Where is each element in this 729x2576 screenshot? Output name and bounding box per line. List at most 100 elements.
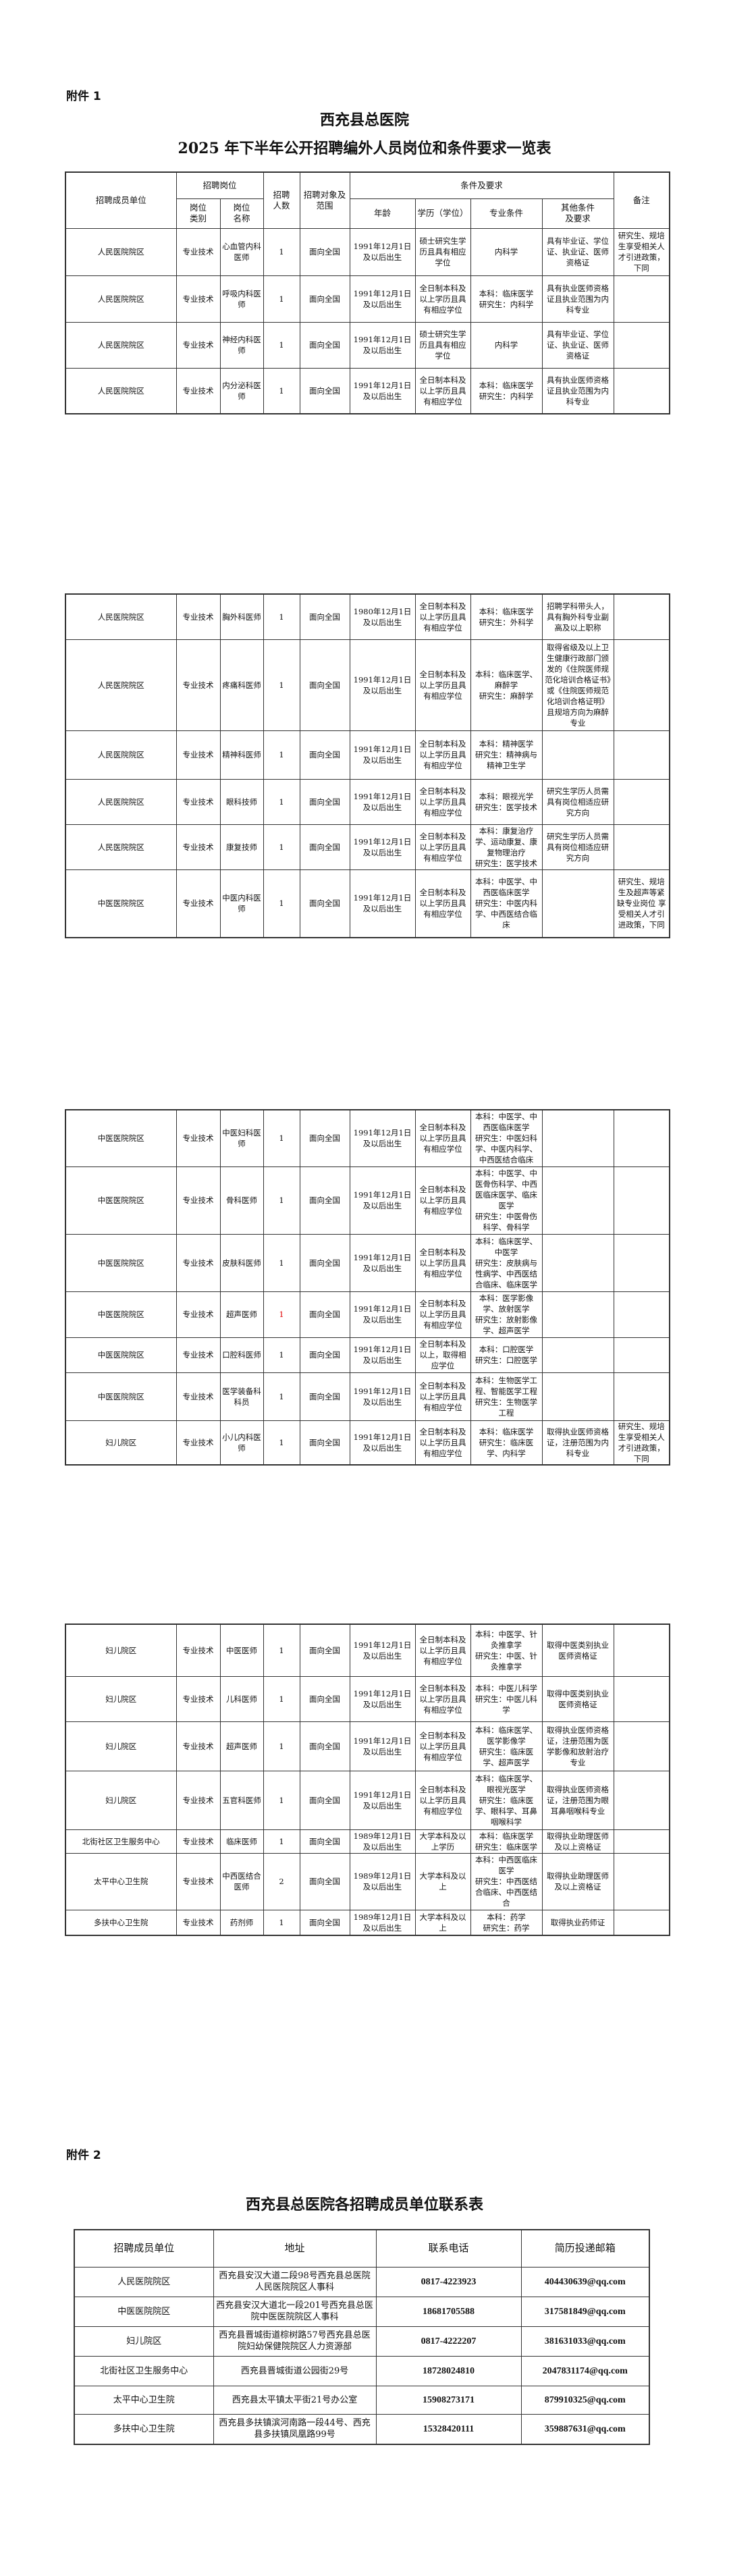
education-cell: 全日制本科及以上学历且具有相应学位	[414, 639, 471, 731]
post-name-cell: 超声医师	[219, 1721, 264, 1771]
scope-cell: 面向全国	[299, 869, 350, 938]
other-requirements-cell: 具有毕业证、学位证、执业证、医师资格证	[541, 321, 614, 369]
major-cell: 本科：医学影像学、放射医学 研究生：放射影像学、超声医学	[470, 1291, 543, 1338]
post-name-cell: 内分泌科医师	[219, 367, 264, 414]
scope-cell: 面向全国	[299, 1291, 350, 1338]
age-cell: 1991年12月1日及以后出生	[349, 275, 416, 323]
age-cell: 1991年12月1日及以后出生	[349, 1721, 416, 1771]
age-cell: 1991年12月1日及以后出生	[349, 824, 416, 870]
age-cell: 1991年12月1日及以后出生	[349, 1109, 416, 1167]
contact-email[interactable]: 879910325@qq.com	[520, 2385, 650, 2415]
major-cell: 内科学	[470, 321, 543, 369]
age-cell: 1991年12月1日及以后出生	[349, 869, 416, 938]
header-education: 学历（学位）	[414, 198, 471, 229]
header-age: 年龄	[349, 198, 416, 229]
other-requirements-cell: 研究生学历人员需具有岗位相适应研究方向	[541, 778, 614, 825]
unit-cell: 妇儿院区	[65, 1770, 177, 1830]
post-type-cell: 专业技术	[176, 1829, 221, 1854]
post-type-cell: 专业技术	[176, 1337, 221, 1373]
scope-cell: 面向全国	[299, 1909, 350, 1936]
note-cell	[613, 1852, 670, 1910]
count-cell: 1	[263, 1624, 300, 1677]
contact-email[interactable]: 359887631@qq.com	[520, 2413, 650, 2445]
age-cell: 1991年12月1日及以后出生	[349, 1675, 416, 1722]
education-cell: 全日制本科及以上学历且具有相应学位	[414, 1291, 471, 1338]
unit-cell: 人民医院院区	[65, 227, 177, 276]
table-row: 人民医院院区 专业技术 疼痛科医师 1 面向全国 1991年12月1日及以后出生 全日制本科…	[65, 639, 670, 731]
education-cell: 全日制本科及以上学历且具有相应学位	[414, 1770, 471, 1830]
scope-cell: 面向全国	[299, 275, 350, 323]
contact-email[interactable]: 317581849@qq.com	[520, 2296, 650, 2327]
note-cell	[613, 1829, 670, 1854]
major-cell: 内科学	[470, 227, 543, 276]
age-cell: 1991年12月1日及以后出生	[349, 1372, 416, 1421]
count-cell: 1	[263, 824, 300, 870]
education-cell: 全日制本科及以上学历且具有相应学位	[414, 869, 471, 938]
table-row: 中医医院院区 专业技术 医学装备科科员 1 面向全国 1991年12月1日及以后出生 全日制…	[65, 1372, 670, 1421]
other-requirements-cell: 取得执业助理医师及以上资格证	[541, 1852, 614, 1910]
age-cell: 1991年12月1日及以后出生	[349, 367, 416, 414]
post-type-cell: 专业技术	[176, 1909, 221, 1936]
contact-email[interactable]: 381631033@qq.com	[520, 2326, 650, 2357]
unit-cell: 人民医院院区	[65, 778, 177, 825]
post-name-cell: 骨科医师	[219, 1166, 264, 1235]
table-row: 人民医院院区 专业技术 康复技师 1 面向全国 1991年12月1日及以后出生 全日制本科及…	[65, 824, 670, 870]
post-name-cell: 超声医师	[219, 1291, 264, 1338]
table-row: 中医医院院区 专业技术 骨科医师 1 面向全国 1991年12月1日及以后出生 全日制本科及…	[65, 1166, 670, 1235]
post-name-cell: 小儿内科医师	[219, 1420, 264, 1466]
education-cell: 全日制本科及以上学历且具有相应学位	[414, 1166, 471, 1235]
contact-row: 北街社区卫生服务中心 西充县晋城街道公园街29号 18728024810 204783…	[74, 2355, 650, 2386]
post-name-cell: 医学装备科科员	[219, 1372, 264, 1421]
table-row: 妇儿院区 专业技术 中医医师 1 面向全国 1991年12月1日及以后出生 全日制本科及以上…	[65, 1624, 670, 1677]
age-cell: 1980年12月1日及以后出生	[349, 593, 416, 640]
age-cell: 1991年12月1日及以后出生	[349, 227, 416, 276]
header-scope: 招聘对象及 范围	[299, 171, 350, 229]
table-header-row: 招聘成员单位 招聘岗位 招聘 人数 招聘对象及 范围 条件及要求 备注	[65, 171, 670, 229]
post-name-cell: 五官科医师	[219, 1770, 264, 1830]
unit-cell: 人民医院院区	[65, 321, 177, 369]
contact-phone: 18681705588	[375, 2296, 522, 2327]
table-row: 人民医院院区 专业技术 眼科技师 1 面向全国 1991年12月1日及以后出生 全日制本科及…	[65, 778, 670, 825]
contact-email[interactable]: 2047831174@qq.com	[520, 2355, 650, 2386]
contact-unit: 中医医院院区	[74, 2296, 214, 2327]
education-cell: 全日制本科及以上学历且具有相应学位	[414, 778, 471, 825]
count-cell: 1	[263, 227, 300, 276]
unit-cell: 中医医院院区	[65, 1372, 177, 1421]
note-cell: 研究生、规培生享受相关人才引进政策，下同	[613, 1420, 670, 1466]
table-row: 中医医院院区 专业技术 超声医师 1 面向全国 1991年12月1日及以后出生 全日制本科及…	[65, 1291, 670, 1338]
post-name-cell: 神经内科医师	[219, 321, 264, 369]
contact-address: 西充县晋城街道棕树路57号西充县总医院妇幼保健院院区人力资源部	[213, 2326, 377, 2357]
contact-email[interactable]: 404430639@qq.com	[520, 2266, 650, 2297]
scope-cell: 面向全国	[299, 593, 350, 640]
other-requirements-cell	[541, 1372, 614, 1421]
major-cell: 本科：临床医学、眼视光医学 研究生：临床医学、眼科学、耳鼻咽喉科学	[470, 1770, 543, 1830]
note-cell	[613, 1675, 670, 1722]
note-cell	[613, 275, 670, 323]
contact-phone: 15328420111	[375, 2413, 522, 2445]
post-name-cell: 中医内科医师	[219, 869, 264, 938]
table-row: 北街社区卫生服务中心 专业技术 临床医师 1 面向全国 1989年12月1日及以后出生 大学…	[65, 1829, 670, 1854]
post-name-cell: 呼吸内科医师	[219, 275, 264, 323]
unit-cell: 中医医院院区	[65, 1337, 177, 1373]
education-cell: 硕士研究生学历且具有相应学位	[414, 227, 471, 276]
note-cell: 研究生、规培生享受相关人才引进政策，下同	[613, 227, 670, 276]
note-cell	[613, 1721, 670, 1771]
major-cell: 本科：眼视光学 研究生：医学技术	[470, 778, 543, 825]
note-cell	[613, 1233, 670, 1292]
post-name-cell: 胸外科医师	[219, 593, 264, 640]
unit-cell: 太平中心卫生院	[65, 1852, 177, 1910]
post-type-cell: 专业技术	[176, 1721, 221, 1771]
note-cell	[613, 824, 670, 870]
other-requirements-cell: 取得执业药师证	[541, 1909, 614, 1936]
header-major: 专业条件	[470, 198, 543, 229]
other-requirements-cell: 研究生学历人员需具有岗位相适应研究方向	[541, 824, 614, 870]
other-requirements-cell: 取得执业医师资格证，注册范围为医学影像和放射治疗专业	[541, 1721, 614, 1771]
post-type-cell: 专业技术	[176, 1624, 221, 1677]
contact-row: 妇儿院区 西充县晋城街道棕树路57号西充县总医院妇幼保健院院区人力资源部 0817-…	[74, 2326, 650, 2357]
contact-row: 多扶中心卫生院 西充县多扶镇滨河南路一段44号、西充县多扶镇凤凰路99号 15328…	[74, 2413, 650, 2445]
age-cell: 1991年12月1日及以后出生	[349, 730, 416, 780]
note-cell	[613, 778, 670, 825]
contact-address: 西充县晋城街道公园街29号	[213, 2355, 377, 2386]
contact-phone: 18728024810	[375, 2355, 522, 2386]
other-requirements-cell	[541, 730, 614, 780]
